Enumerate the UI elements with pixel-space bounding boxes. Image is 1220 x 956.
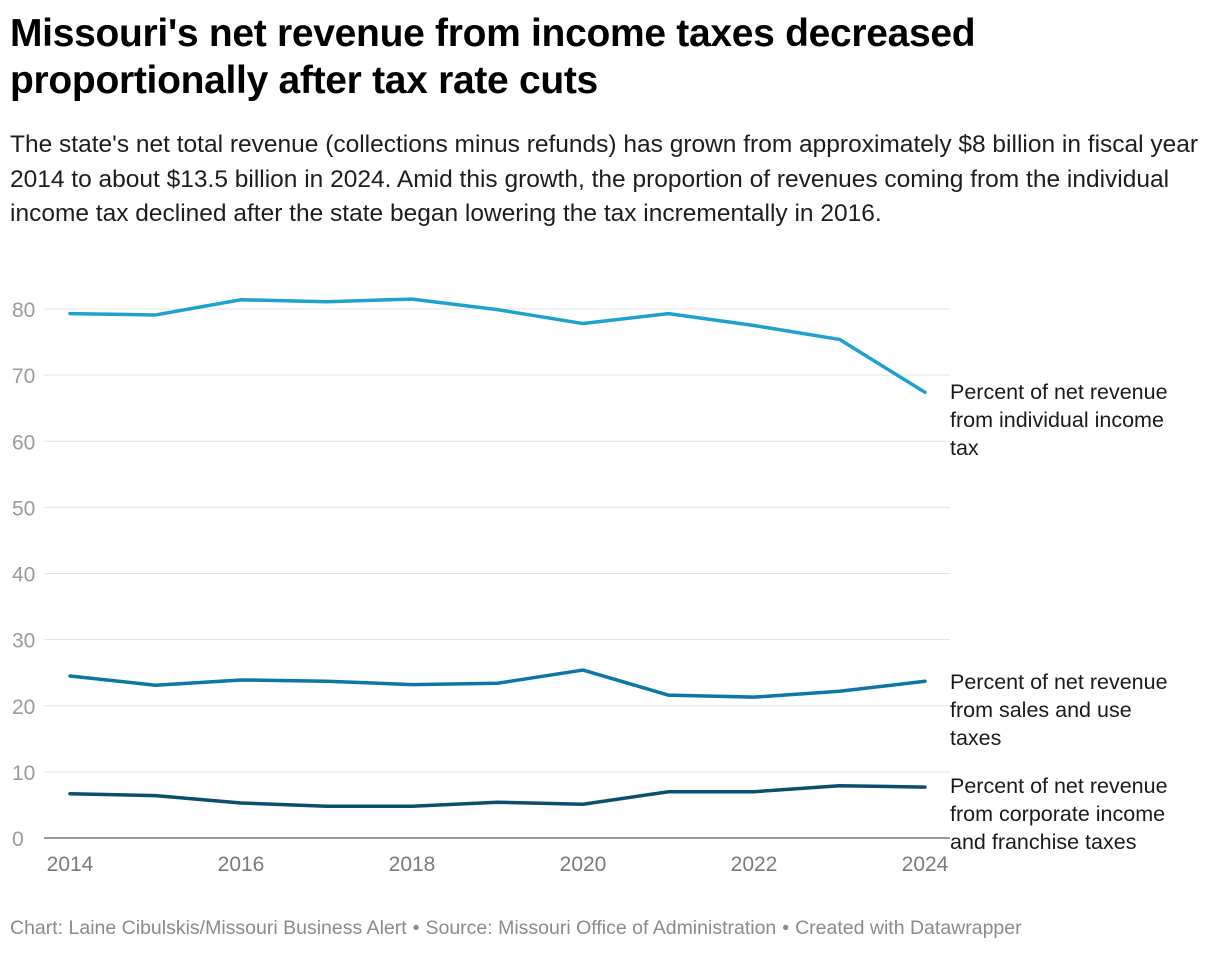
- x-tick-label: 2020: [560, 853, 607, 876]
- series-line-0: [68, 297, 927, 395]
- y-tick-label: 80: [12, 299, 35, 322]
- x-axis-ticks: 2014 2016 2018 2020 2022 2024: [47, 853, 949, 876]
- series-label-line: from individual income: [950, 408, 1164, 432]
- y-axis-ticks: 0 10 20 30 40 50 60 70 80: [12, 299, 35, 851]
- chart-title: Missouri's net revenue from income taxes…: [10, 12, 976, 102]
- series-label-line: Percent of net revenue: [950, 380, 1168, 404]
- x-tick-label: 2014: [47, 853, 94, 876]
- y-tick-label: 70: [12, 365, 35, 388]
- footer-separator: •: [782, 917, 790, 939]
- y-tick-label: 60: [12, 431, 35, 454]
- series-label-line: taxes: [950, 726, 1001, 750]
- series-label-line: from corporate income: [950, 802, 1165, 826]
- series-label-line: from sales and use: [950, 698, 1132, 722]
- footer-tool: Created with Datawrapper: [795, 917, 1022, 939]
- y-tick-label: 0: [12, 828, 24, 851]
- gridlines: [44, 308, 950, 839]
- y-tick-label: 20: [12, 696, 35, 719]
- x-tick-label: 2018: [389, 853, 436, 876]
- series-label-line: Percent of net revenue: [950, 670, 1168, 694]
- y-tick-label: 40: [12, 564, 35, 587]
- series-line-2: [68, 784, 927, 809]
- series-label-line: and franchise taxes: [950, 830, 1136, 854]
- series-label-0: Percent of net revenue from individual in…: [950, 380, 1168, 460]
- series-label-line: Percent of net revenue: [950, 774, 1168, 798]
- series-line-1: [68, 668, 927, 699]
- chart-subtitle: The state's net total revenue (collectio…: [10, 131, 1199, 227]
- footer-source: Source: Missouri Office of Administratio…: [425, 917, 777, 939]
- series-label-2: Percent of net revenue from corporate inc…: [950, 774, 1168, 854]
- chart-footer: Chart: Laine Cibulskis/Missouri Business…: [10, 917, 1022, 940]
- x-tick-label: 2024: [902, 853, 949, 876]
- series-label-line: tax: [950, 436, 979, 460]
- series-lines: [68, 297, 927, 809]
- x-tick-label: 2022: [731, 853, 778, 876]
- y-tick-label: 10: [12, 762, 35, 785]
- footer-credit: Chart: Laine Cibulskis/Missouri Business…: [10, 917, 407, 939]
- y-tick-label: 50: [12, 497, 35, 520]
- y-tick-label: 30: [12, 630, 35, 653]
- series-labels: Percent of net revenue from individual in…: [950, 380, 1168, 854]
- footer-separator: •: [412, 917, 420, 939]
- series-label-1: Percent of net revenue from sales and use…: [950, 670, 1168, 750]
- x-tick-label: 2016: [218, 853, 265, 876]
